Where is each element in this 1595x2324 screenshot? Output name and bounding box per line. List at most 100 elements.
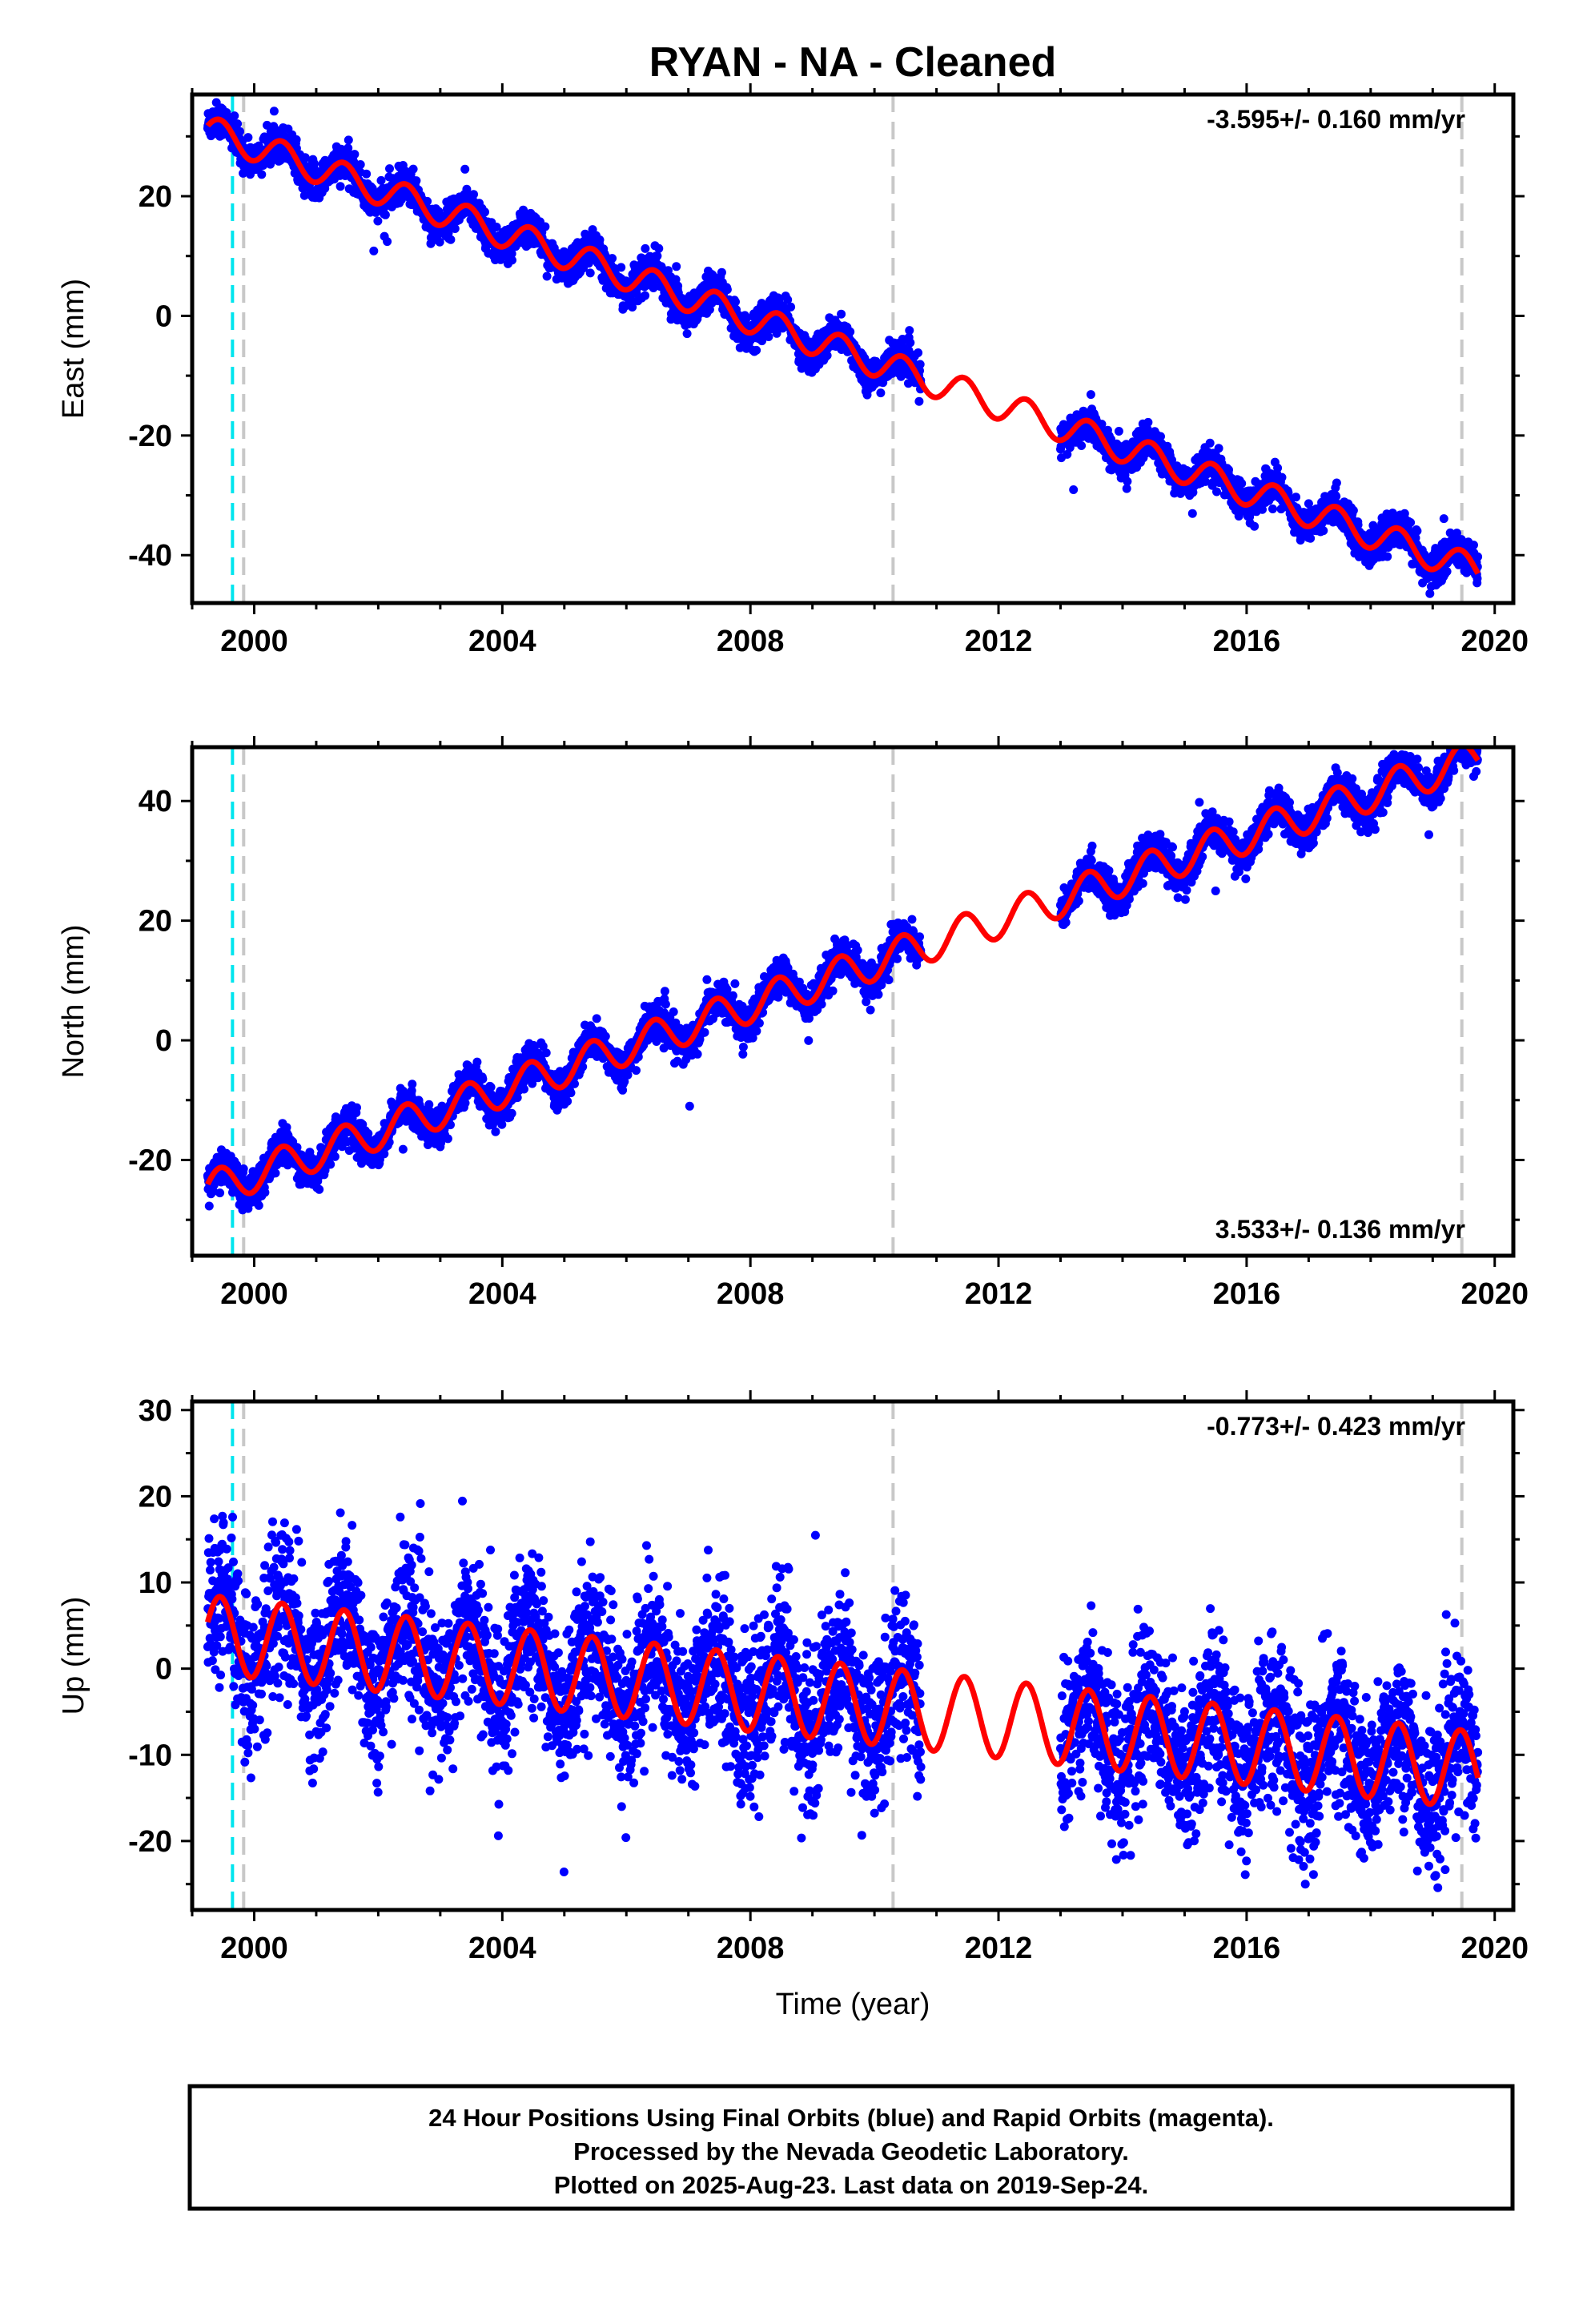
data-point xyxy=(446,235,456,244)
data-point xyxy=(1123,476,1132,486)
data-point xyxy=(1412,526,1422,536)
data-point xyxy=(846,327,855,336)
data-point xyxy=(450,224,460,233)
data-point xyxy=(1250,521,1260,531)
data-point xyxy=(1473,552,1483,561)
data-point xyxy=(271,1168,280,1178)
data-point xyxy=(257,170,267,179)
data-points xyxy=(203,747,1482,1215)
data-point xyxy=(654,243,664,253)
data-point xyxy=(362,169,372,179)
data-point xyxy=(243,133,253,143)
data-point xyxy=(385,164,394,174)
data-point xyxy=(1205,438,1215,448)
data-point xyxy=(1406,518,1416,527)
data-point xyxy=(508,255,516,265)
data-point xyxy=(462,184,472,194)
data-point xyxy=(1268,505,1277,513)
data-point xyxy=(1383,552,1392,561)
data-point xyxy=(300,153,310,163)
data-point xyxy=(1273,463,1283,472)
data-point xyxy=(1187,509,1197,518)
data-point xyxy=(460,164,470,174)
data-point xyxy=(309,159,319,168)
data-point xyxy=(269,107,279,116)
data-point xyxy=(435,237,444,247)
y-tick-label: -40 xyxy=(128,539,172,573)
data-point xyxy=(469,190,478,199)
data-point xyxy=(380,210,390,219)
data-point xyxy=(1472,573,1482,583)
rate-label: -3.595+/- 0.160 mm/yr xyxy=(1207,105,1465,134)
data-point xyxy=(254,1200,263,1210)
data-point xyxy=(876,388,886,398)
data-point xyxy=(915,360,925,369)
data-point xyxy=(682,329,692,339)
data-point xyxy=(1077,441,1087,450)
x-tick-label: 2000 xyxy=(220,625,288,658)
data-point xyxy=(373,216,383,226)
data-point xyxy=(914,348,923,357)
data-point xyxy=(653,251,662,261)
y-tick-label: 20 xyxy=(139,180,172,214)
data-point xyxy=(335,182,345,191)
data-point xyxy=(204,1201,214,1211)
x-tick-label: 2008 xyxy=(717,625,785,658)
data-points xyxy=(203,98,1483,603)
plot-area xyxy=(203,747,1482,1256)
data-point xyxy=(1114,427,1123,436)
data-point xyxy=(1237,479,1247,489)
data-point xyxy=(764,332,773,341)
y-axis-label: East (mm) xyxy=(57,279,90,419)
data-point xyxy=(408,164,418,174)
data-point xyxy=(1277,472,1287,482)
data-point xyxy=(1348,505,1358,515)
data-point xyxy=(480,207,489,217)
data-point xyxy=(585,268,595,278)
data-point xyxy=(905,326,914,336)
data-point xyxy=(397,195,406,204)
data-point xyxy=(344,143,353,153)
data-point xyxy=(412,176,421,186)
data-point xyxy=(215,1188,225,1198)
x-tick-label: 2004 xyxy=(468,625,536,658)
x-tick-label: 2016 xyxy=(1213,625,1281,658)
data-point xyxy=(595,235,605,244)
data-point xyxy=(239,1164,248,1173)
data-point xyxy=(1224,465,1233,475)
data-point xyxy=(672,262,681,271)
data-point xyxy=(369,246,379,255)
data-point xyxy=(1086,390,1095,400)
data-point xyxy=(383,237,392,247)
data-point xyxy=(628,303,637,312)
data-point xyxy=(906,338,915,348)
y-tick-label: -20 xyxy=(128,420,172,453)
data-point xyxy=(263,120,271,130)
data-point xyxy=(1292,493,1300,502)
data-point xyxy=(717,267,726,277)
data-point xyxy=(233,119,243,129)
data-point xyxy=(1306,533,1316,543)
data-point xyxy=(1439,514,1448,524)
data-point xyxy=(542,271,552,281)
data-point xyxy=(1442,567,1452,577)
data-point xyxy=(350,150,360,159)
data-point xyxy=(731,297,740,307)
data-point xyxy=(649,283,658,292)
data-point xyxy=(1143,417,1153,427)
x-tick-label: 2020 xyxy=(1460,625,1529,658)
data-point xyxy=(722,285,732,295)
data-point xyxy=(376,175,386,185)
data-point xyxy=(837,309,846,319)
data-point xyxy=(492,223,501,231)
data-point xyxy=(356,160,365,169)
plot-area xyxy=(203,94,1483,603)
data-point xyxy=(617,263,626,272)
data-point xyxy=(608,254,617,263)
data-point xyxy=(1212,487,1221,497)
data-point xyxy=(1332,478,1341,488)
